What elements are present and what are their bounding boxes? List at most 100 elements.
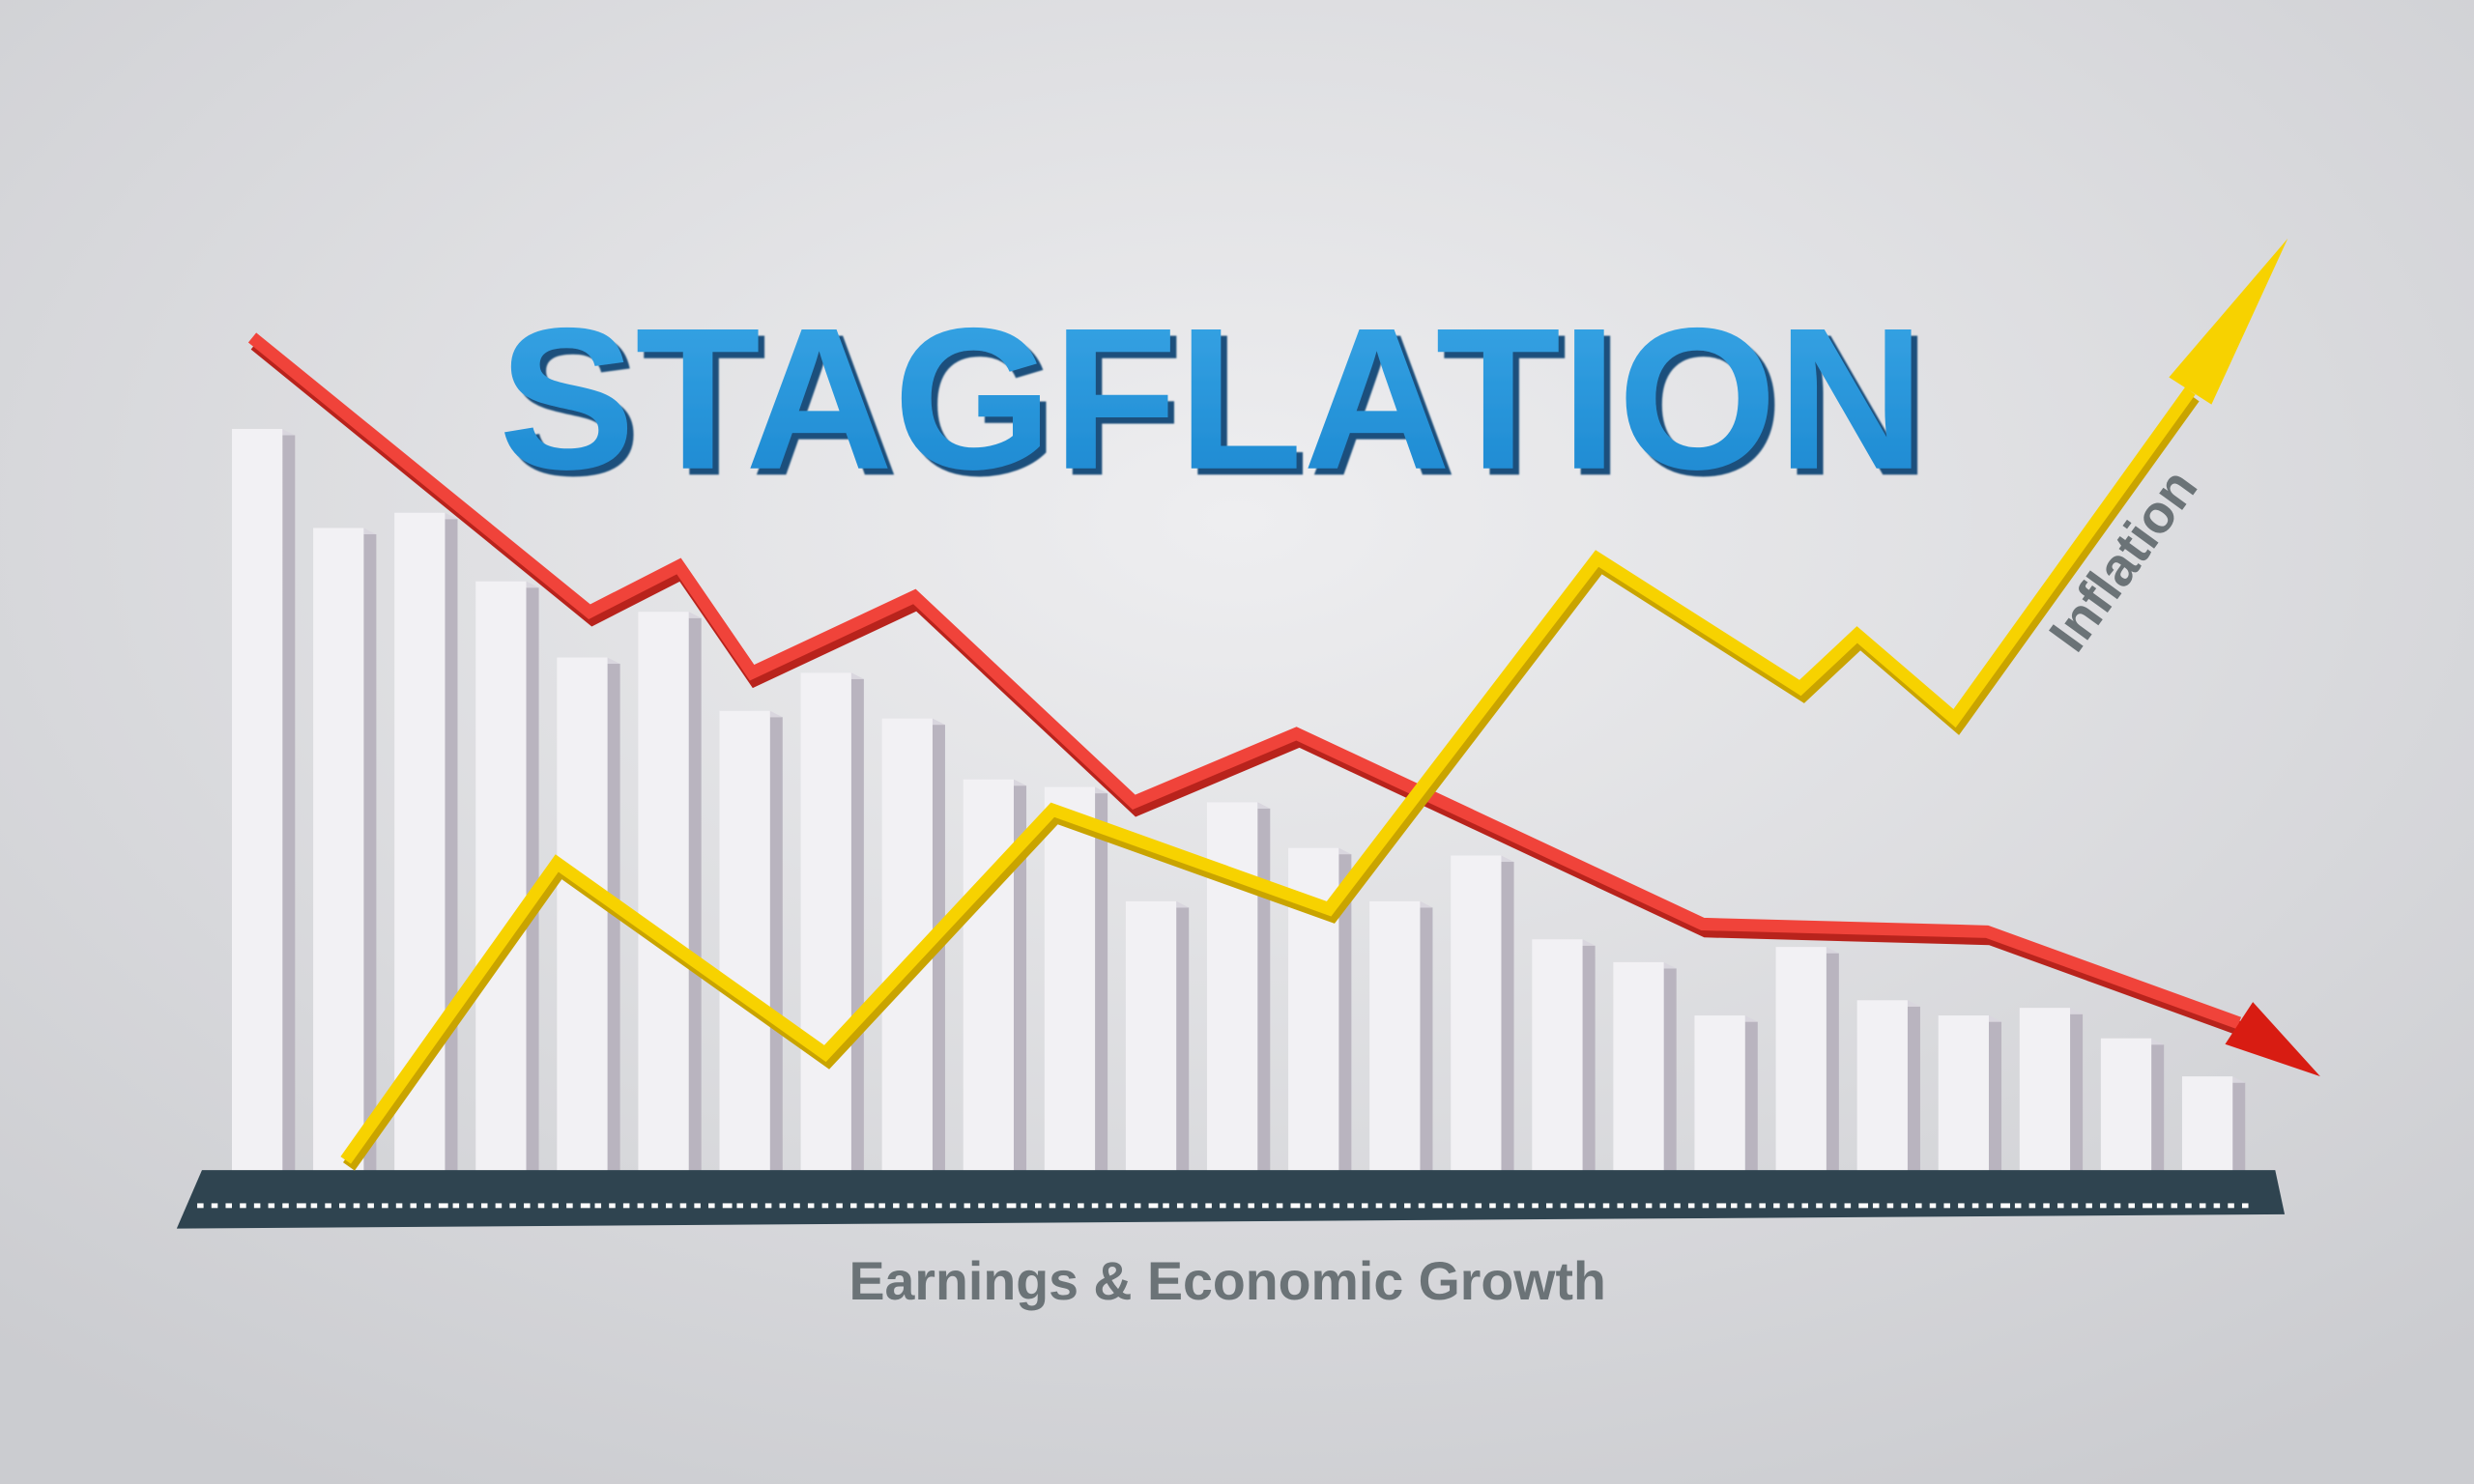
bar [2019, 1008, 2084, 1191]
bar [1044, 786, 1108, 1191]
base-dash [1248, 1203, 1254, 1209]
base-dash [1716, 1203, 1727, 1209]
base-dash [410, 1203, 417, 1209]
base-dash [1148, 1203, 1159, 1209]
base-dash [1006, 1203, 1017, 1209]
base-dash [1276, 1203, 1283, 1209]
base-dash [622, 1203, 630, 1209]
base-dash [1220, 1203, 1226, 1209]
base-dash [1929, 1203, 1937, 1209]
base-dash [1829, 1203, 1837, 1209]
base-dash [240, 1203, 246, 1209]
base-dash [552, 1203, 559, 1209]
base-dash [2143, 1203, 2152, 1209]
x-axis-label: Earnings & Economic Growth [849, 1251, 1606, 1311]
bar-side [1501, 862, 1514, 1191]
base-dash [268, 1203, 275, 1209]
base-dash [1134, 1203, 1141, 1209]
base-dash [992, 1203, 999, 1209]
chart-title: STAGFLATION [499, 287, 1925, 512]
bar [1369, 900, 1433, 1191]
base-dash [509, 1203, 516, 1209]
bar-front [1369, 900, 1421, 1191]
base-dash [211, 1203, 218, 1209]
bar-side [1176, 907, 1190, 1191]
base-dash [651, 1203, 658, 1209]
bar [1775, 947, 1839, 1191]
base-dash [1787, 1203, 1795, 1209]
base-dash [1915, 1203, 1922, 1209]
bar-front [1451, 855, 1502, 1191]
base-dash [1447, 1203, 1453, 1209]
base-dash [665, 1203, 673, 1209]
bar [963, 779, 1027, 1191]
bar-front [1532, 939, 1583, 1191]
base-dash [1759, 1203, 1766, 1209]
base-dash [793, 1203, 800, 1209]
bar-side [2070, 1013, 2084, 1191]
base-dash [637, 1203, 645, 1209]
base-dash [1674, 1203, 1681, 1209]
base-dash [1120, 1203, 1127, 1209]
base-dash [225, 1203, 232, 1209]
bar-side [607, 664, 620, 1191]
base-dashes [197, 1203, 2249, 1209]
base-dash [779, 1203, 787, 1209]
base-dash [282, 1203, 289, 1209]
base-dash [1176, 1203, 1184, 1209]
bar-front [2019, 1008, 2071, 1191]
base-dash [253, 1203, 261, 1209]
base-dash [1546, 1203, 1553, 1209]
base-dash [1078, 1203, 1084, 1209]
base-dash [1971, 1203, 1979, 1209]
bar-front [1856, 1000, 1908, 1191]
bar-front [232, 428, 283, 1191]
base-dash [1503, 1203, 1510, 1209]
base-dash [2028, 1203, 2036, 1209]
bar [1125, 900, 1190, 1191]
arrow-head [2169, 238, 2288, 405]
base-dash [1361, 1203, 1368, 1209]
base-dash [537, 1203, 545, 1209]
base-dash [467, 1203, 474, 1209]
base-dash [1617, 1203, 1624, 1209]
base-dash [1262, 1203, 1269, 1209]
base-dash [395, 1203, 403, 1209]
base-dash [1432, 1203, 1443, 1209]
base-dash [1816, 1203, 1823, 1209]
base-dash [694, 1203, 701, 1209]
inflation-line [340, 238, 2288, 1171]
bar [1938, 1015, 2002, 1191]
bar-side [445, 519, 458, 1191]
base-dash [1901, 1203, 1908, 1209]
bar-side [282, 435, 296, 1191]
base-dash [2114, 1203, 2121, 1209]
base-dash [878, 1203, 885, 1209]
bar-side [1907, 1006, 1920, 1191]
bar-front [1775, 947, 1827, 1191]
base-dash [1205, 1203, 1212, 1209]
earnings-line [247, 332, 2320, 1077]
base-dash [2228, 1203, 2234, 1209]
base-dash [310, 1203, 318, 1209]
bar [1532, 939, 1596, 1191]
bar [1451, 855, 1514, 1191]
base-dash [1560, 1203, 1568, 1209]
bar-side [769, 717, 783, 1191]
base-dash [1858, 1203, 1869, 1209]
base-dash [1021, 1203, 1027, 1209]
arrow-head [2225, 1002, 2320, 1077]
line-path [247, 332, 2242, 1030]
base-dash [1489, 1203, 1496, 1209]
bars-group [232, 428, 2246, 1191]
base-dash [367, 1203, 374, 1209]
bar-side [932, 725, 945, 1191]
base-dash [2171, 1203, 2178, 1209]
base-dash [2213, 1203, 2221, 1209]
base-dash [1602, 1203, 1610, 1209]
base-dash [935, 1203, 942, 1209]
base-dash [1163, 1203, 1169, 1209]
base-dash [1702, 1203, 1710, 1209]
bar-side [1338, 854, 1352, 1191]
base-dash [566, 1203, 573, 1209]
